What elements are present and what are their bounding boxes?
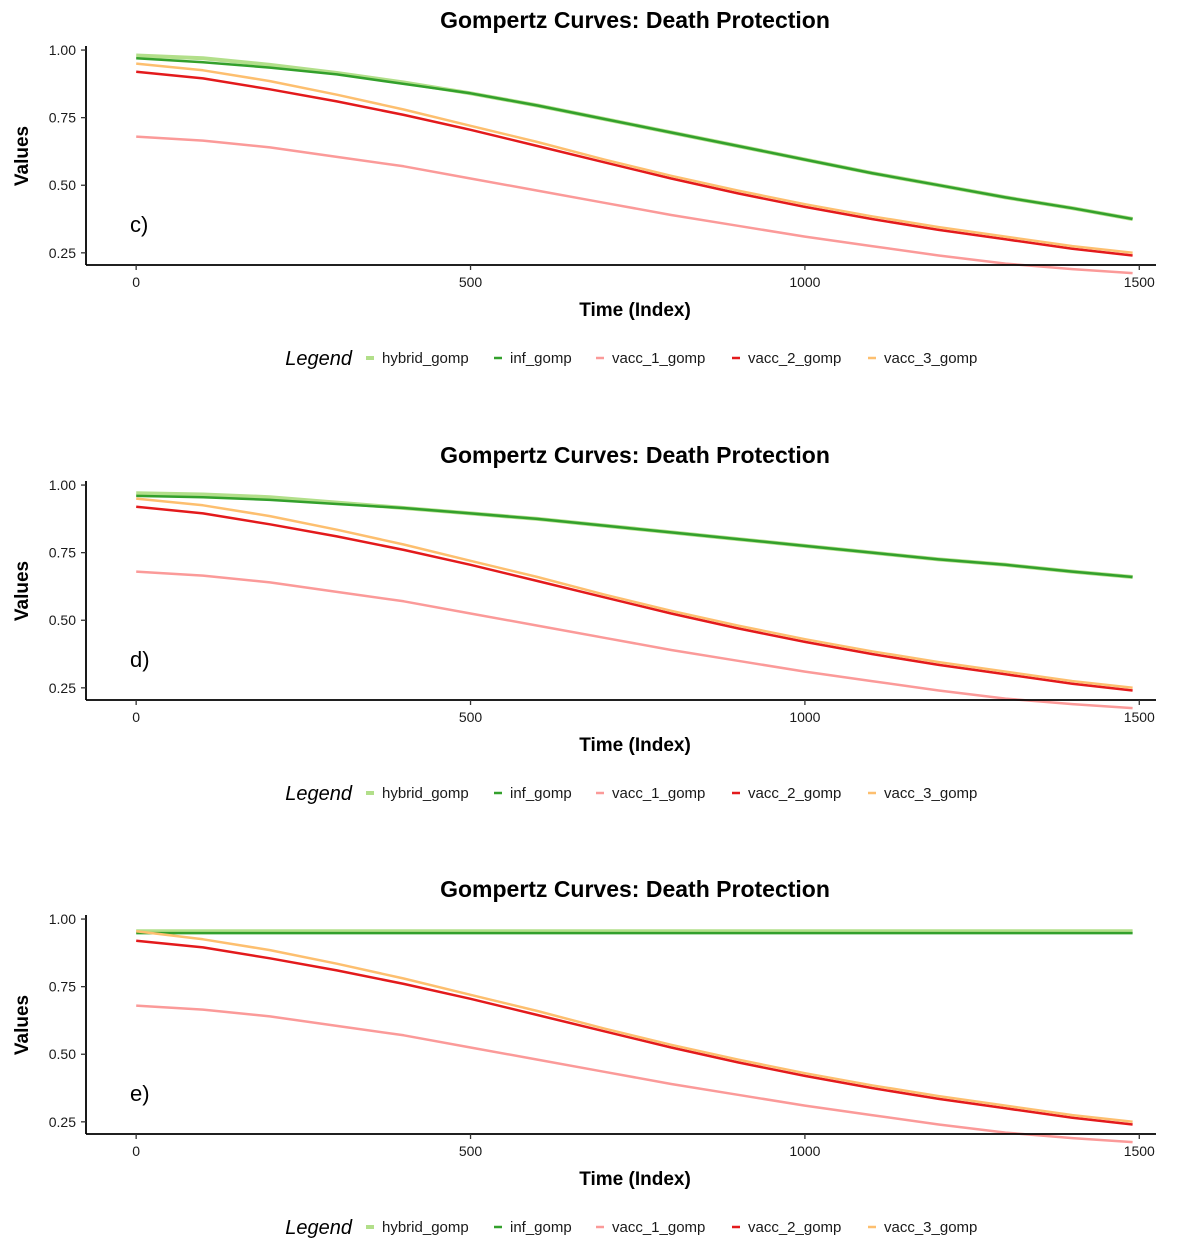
- chart-panel-c: Gompertz Curves: Death Protection 0.25 0.5…: [0, 0, 1177, 390]
- series-line-hybrid_gomp: [136, 491, 1133, 579]
- series-line-inf_gomp: [136, 56, 1133, 221]
- legend-label-vacc_3_gomp: vacc_3_gomp: [884, 785, 977, 802]
- y-tick-label: 0.50: [49, 1046, 76, 1062]
- legend-label-vacc_1_gomp: vacc_1_gomp: [612, 350, 705, 367]
- series-lines: [136, 929, 1133, 1144]
- x-tick-label: 1500: [1124, 274, 1155, 290]
- series-line-vacc_3_gomp: [136, 497, 1133, 690]
- legend-label-vacc_2_gomp: vacc_2_gomp: [748, 785, 841, 802]
- chart-title: Gompertz Curves: Death Protection: [440, 442, 830, 468]
- legend-title: Legend: [285, 348, 353, 370]
- y-tick-label: 1.00: [49, 477, 76, 493]
- x-axis-title: Time (Index): [579, 300, 691, 321]
- legend-label-vacc_1_gomp: vacc_1_gomp: [612, 785, 705, 802]
- x-tick-label: 1000: [789, 709, 820, 725]
- x-axis-title: Time (Index): [579, 735, 691, 756]
- x-tick-label: 0: [132, 1143, 140, 1159]
- y-tick-label: 1.00: [49, 911, 76, 927]
- y-tick-label: 0.75: [49, 545, 76, 561]
- series-line-vacc_1_gomp: [136, 570, 1133, 710]
- x-axis-title: Time (Index): [579, 1169, 691, 1190]
- legend-title: Legend: [285, 783, 353, 805]
- y-tick-label: 0.25: [49, 1114, 76, 1130]
- chart-svg: Gompertz Curves: Death Protection 0.25 0.5…: [12, 442, 1156, 805]
- chart-title: Gompertz Curves: Death Protection: [440, 876, 830, 902]
- chart-panel-d: Gompertz Curves: Death Protection 0.25 0.5…: [0, 435, 1177, 825]
- x-tick-label: 1000: [789, 274, 820, 290]
- panel-label: d): [130, 647, 150, 672]
- series-line-vacc_2_gomp: [136, 505, 1133, 692]
- y-axis-title: Values: [12, 126, 33, 186]
- y-axis-title: Values: [12, 995, 33, 1055]
- legend-label-vacc_3_gomp: vacc_3_gomp: [884, 350, 977, 367]
- legend-label-inf_gomp: inf_gomp: [510, 1219, 572, 1236]
- series-line-vacc_2_gomp: [136, 70, 1133, 257]
- chart-title: Gompertz Curves: Death Protection: [440, 7, 830, 33]
- y-tick-label: 0.50: [49, 177, 76, 193]
- y-tick-label: 0.50: [49, 612, 76, 628]
- series-line-vacc_1_gomp: [136, 1004, 1133, 1144]
- legend-label-vacc_2_gomp: vacc_2_gomp: [748, 350, 841, 367]
- series-line-vacc_2_gomp: [136, 939, 1133, 1126]
- legend-label-hybrid_gomp: hybrid_gomp: [382, 785, 469, 802]
- series-line-vacc_3_gomp: [136, 62, 1133, 255]
- series-line-inf_gomp: [136, 494, 1133, 579]
- y-tick-label: 0.25: [49, 245, 76, 261]
- legend-label-vacc_1_gomp: vacc_1_gomp: [612, 1219, 705, 1236]
- chart-svg: Gompertz Curves: Death Protection 0.25 0.5…: [12, 7, 1156, 370]
- y-tick-label: 1.00: [49, 42, 76, 58]
- legend-label-vacc_2_gomp: vacc_2_gomp: [748, 1219, 841, 1236]
- chart-panel-e: Gompertz Curves: Death Protection 0.25 0.5…: [0, 869, 1177, 1259]
- y-tick-label: 0.25: [49, 680, 76, 696]
- legend-label-hybrid_gomp: hybrid_gomp: [382, 1219, 469, 1236]
- x-tick-label: 500: [459, 1143, 483, 1159]
- x-tick-label: 1500: [1124, 1143, 1155, 1159]
- series-line-vacc_1_gomp: [136, 135, 1133, 275]
- legend-title: Legend: [285, 1217, 353, 1239]
- x-tick-label: 0: [132, 274, 140, 290]
- panel-label: e): [130, 1081, 150, 1106]
- x-tick-label: 1000: [789, 1143, 820, 1159]
- chart-svg: Gompertz Curves: Death Protection 0.25 0.5…: [12, 876, 1156, 1239]
- y-tick-label: 0.75: [49, 979, 76, 995]
- x-tick-label: 1500: [1124, 709, 1155, 725]
- series-lines: [136, 53, 1133, 275]
- x-tick-label: 500: [459, 709, 483, 725]
- panel-label: c): [130, 212, 148, 237]
- legend-label-inf_gomp: inf_gomp: [510, 785, 572, 802]
- x-tick-label: 0: [132, 709, 140, 725]
- legend-label-hybrid_gomp: hybrid_gomp: [382, 350, 469, 367]
- x-tick-label: 500: [459, 274, 483, 290]
- y-axis-title: Values: [12, 561, 33, 621]
- series-line-vacc_3_gomp: [136, 929, 1133, 1124]
- legend-label-inf_gomp: inf_gomp: [510, 350, 572, 367]
- y-tick-label: 0.75: [49, 110, 76, 126]
- legend-label-vacc_3_gomp: vacc_3_gomp: [884, 1219, 977, 1236]
- series-lines: [136, 491, 1133, 710]
